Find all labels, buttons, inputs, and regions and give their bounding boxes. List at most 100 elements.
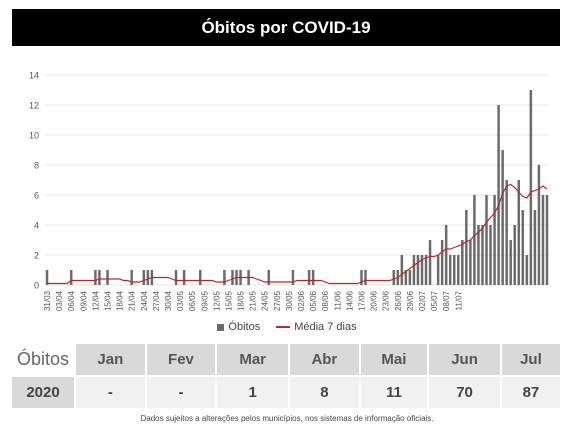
death-bar (489, 225, 492, 285)
x-tick-label: 03/05 (176, 290, 185, 311)
death-bar (521, 210, 525, 285)
x-tick-label: 06/04 (67, 290, 76, 311)
month-value: 8 (288, 375, 361, 410)
death-bar (436, 255, 440, 285)
x-tick-label: 05/07 (430, 290, 439, 311)
death-bar (98, 270, 101, 285)
death-bar (517, 180, 521, 285)
y-tick-label: 0 (34, 281, 39, 291)
death-bar (469, 240, 472, 285)
death-bar (400, 255, 404, 285)
death-bar (493, 195, 496, 285)
x-tick-label: 08/07 (442, 290, 451, 311)
x-tick-label: 18/04 (116, 290, 125, 311)
death-bar (541, 195, 545, 285)
month-value: 1 (215, 375, 291, 410)
x-tick-label: 06/05 (188, 290, 197, 311)
death-bar (440, 240, 444, 285)
monthly-deaths-table: Óbitos Jan Fev Mar Abr Mai Jun Jul 2020 … (10, 342, 563, 410)
death-bar (404, 270, 408, 285)
table-row: 2020 - - 1 8 11 70 87 (10, 375, 563, 410)
x-tick-label: 30/05 (285, 290, 294, 311)
death-bar (198, 270, 202, 285)
death-bar (69, 270, 73, 285)
death-bar (311, 270, 315, 285)
death-bar (291, 270, 295, 285)
death-bar (360, 270, 363, 285)
legend-bars-label: Óbitos (228, 321, 261, 333)
month-header: Mai (358, 342, 430, 377)
death-bar (505, 180, 508, 285)
death-bar (525, 255, 529, 285)
death-bar (412, 255, 416, 285)
month-value: 87 (499, 375, 563, 410)
month-value: 11 (358, 375, 430, 410)
death-bar (420, 255, 424, 285)
death-bar (497, 105, 500, 285)
x-tick-label: 12/04 (91, 290, 100, 311)
month-value: - (74, 375, 147, 410)
month-header: Jun (427, 342, 502, 377)
death-bar (416, 255, 420, 285)
death-bar (545, 195, 549, 285)
y-tick-labels: 0 2 4 6 8 10 12 14 (29, 71, 39, 291)
y-tick-label: 14 (29, 71, 39, 81)
x-tick-labels: 31/03 03/04 06/04 09/04 12/04 15/04 18/04 21/04… (43, 290, 463, 311)
x-tick-label: 02/06 (297, 290, 306, 311)
death-bar (106, 270, 109, 285)
footnote: Dados sujeitos a alterações pelos municí… (140, 414, 434, 423)
x-tick-label: 12/05 (212, 290, 221, 311)
death-bar (529, 90, 533, 285)
death-bar (146, 270, 150, 285)
month-header: Jul (499, 342, 563, 377)
death-bar (307, 270, 311, 285)
death-bar (392, 270, 396, 285)
x-tick-label: 27/05 (273, 290, 282, 311)
month-value: 70 (427, 375, 502, 410)
x-tick-label: 09/04 (79, 290, 88, 311)
x-tick-label: 18/05 (237, 290, 246, 311)
death-bar (473, 195, 476, 285)
death-bar (481, 225, 484, 285)
death-bar (408, 270, 412, 285)
x-tick-label: 24/05 (261, 290, 270, 311)
month-header: Fev (144, 342, 218, 377)
month-value: - (144, 375, 218, 410)
x-tick-label: 09/05 (200, 290, 209, 311)
death-bar (448, 255, 452, 285)
legend-line-label: Média 7 dias (294, 321, 357, 333)
year-label: 2020 (10, 375, 76, 410)
death-bar (94, 270, 97, 285)
x-tick-label: 27/04 (152, 290, 161, 311)
death-bar (428, 240, 432, 285)
bar-series (45, 90, 549, 285)
death-bar (501, 150, 504, 285)
x-tick-label: 24/04 (140, 290, 149, 311)
death-bar (267, 270, 271, 285)
month-header: Abr (288, 342, 361, 377)
x-tick-label: 11/06 (333, 290, 342, 310)
grid-lines (45, 74, 549, 286)
deaths-chart: 0 2 4 6 8 10 12 14 31/03 03/04 06/04 09/04 12/04 15/… (29, 71, 549, 311)
x-tick-label: 17/06 (358, 290, 367, 311)
death-bar (537, 165, 541, 285)
x-tick-label: 26/06 (394, 290, 403, 311)
y-tick-label: 6 (34, 191, 39, 201)
death-bar (174, 270, 178, 285)
x-tick-label: 30/04 (164, 290, 173, 311)
x-tick-label: 02/07 (418, 290, 427, 311)
x-tick-label: 05/06 (309, 290, 318, 311)
death-bar (533, 210, 537, 285)
month-header: Mar (215, 342, 291, 377)
death-bar (130, 270, 133, 285)
death-bar (364, 270, 367, 285)
legend-bar-swatch (217, 323, 225, 331)
y-tick-label: 8 (34, 161, 39, 171)
y-tick-label: 2 (34, 251, 39, 261)
death-bar (513, 225, 516, 285)
death-bar (457, 255, 460, 285)
x-tick-label: 31/03 (43, 290, 52, 311)
death-bar (444, 225, 448, 285)
death-bar (45, 270, 49, 285)
x-tick-label: 15/05 (224, 290, 233, 311)
